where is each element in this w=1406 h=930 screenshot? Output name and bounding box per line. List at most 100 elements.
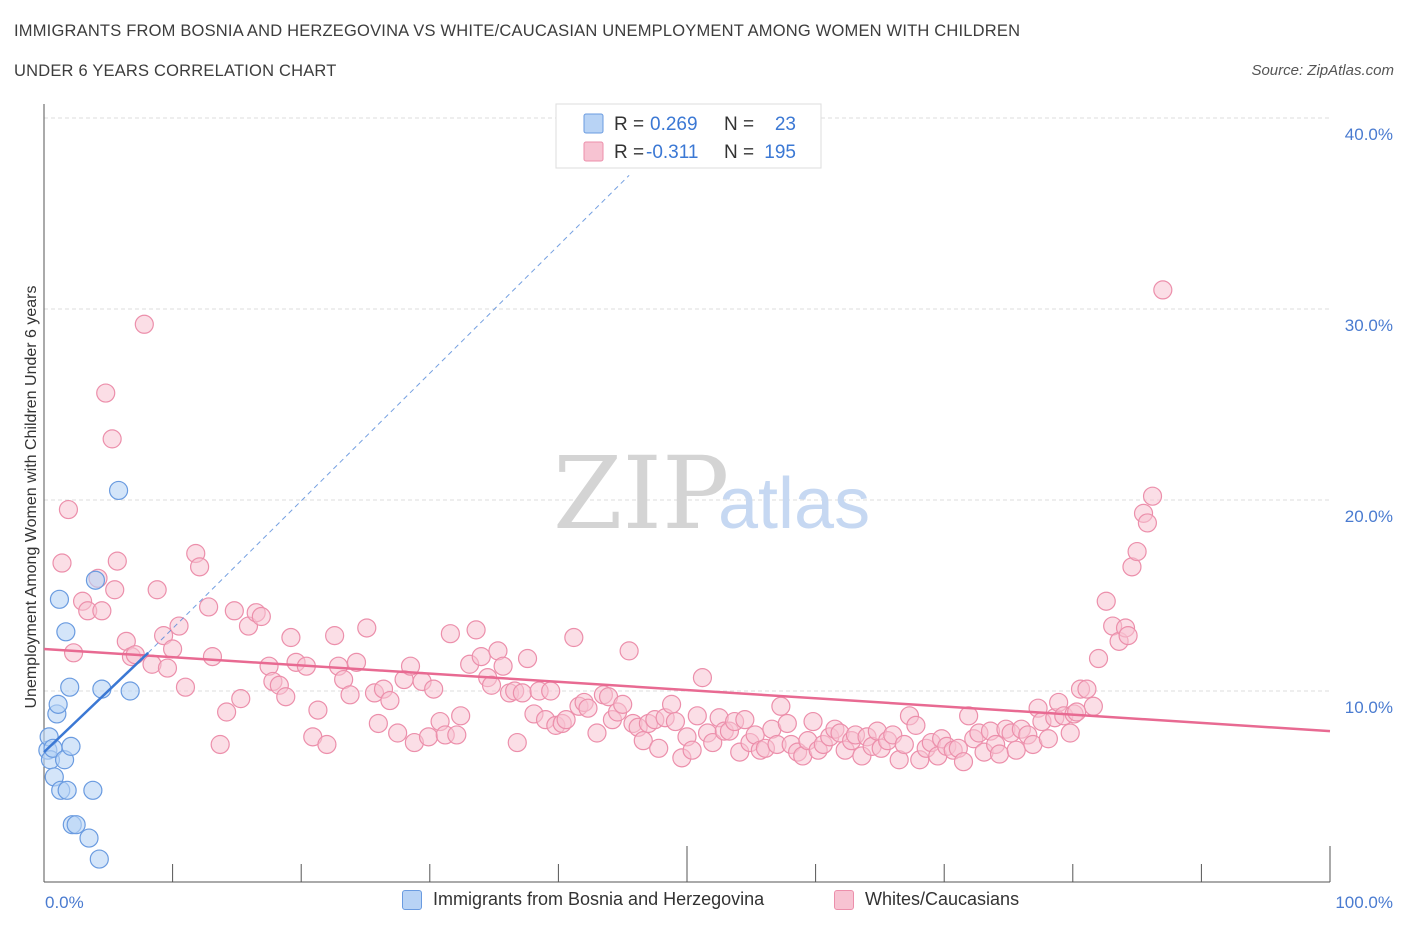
data-point-whites	[1127, 541, 1147, 562]
data-point-whites	[380, 690, 400, 711]
data-point-whites	[224, 601, 244, 621]
data-point-whites	[803, 711, 823, 732]
data-point-whites	[190, 557, 210, 577]
watermark: ZIP atlas	[553, 435, 870, 552]
trend-line-bosnia	[43, 651, 150, 754]
data-point-whites	[578, 698, 598, 718]
x-tick-label: 0.0%	[45, 893, 84, 912]
data-point-whites	[619, 641, 639, 661]
data-point-whites	[175, 677, 196, 697]
data-point-whites	[210, 734, 230, 755]
stats-n-label-1: N =	[724, 114, 754, 135]
stats-r-value-2: -0.311	[646, 142, 698, 163]
legend-label-whites: Whites/Caucasians	[865, 889, 1020, 909]
stats-r-label-2: R =	[614, 142, 644, 163]
data-point-whites	[63, 643, 84, 663]
data-point-whites	[1096, 591, 1116, 611]
legend-label-bosnia: Immigrants from Bosnia and Herzegovina	[433, 889, 765, 909]
legend-item-bosnia: Immigrants from Bosnia and Herzegovina	[402, 889, 764, 910]
chart-title-line-1: IMMIGRANTS FROM BOSNIA AND HERZEGOVINA V…	[14, 22, 1021, 40]
data-point-whites	[1153, 280, 1173, 300]
data-point-whites	[1137, 513, 1157, 533]
data-point-whites	[1088, 648, 1109, 669]
data-point-whites	[735, 710, 755, 730]
data-point-whites	[163, 639, 183, 659]
data-point-whites	[894, 734, 914, 755]
data-point-whites	[541, 681, 561, 701]
data-point-whites	[281, 627, 301, 648]
data-point-whites	[388, 723, 408, 743]
data-point-whites	[1060, 723, 1080, 743]
data-point-whites	[1118, 626, 1138, 646]
data-point-whites	[587, 723, 607, 743]
data-point-whites	[613, 694, 633, 714]
data-point-whites	[507, 732, 527, 753]
data-point-bosnia	[57, 780, 77, 800]
data-point-whites	[368, 713, 388, 734]
stats-box: R = 0.269 N = 23 R = -0.311 N = 195	[555, 103, 822, 169]
data-point-whites	[217, 702, 237, 722]
stats-r-label-1: R =	[614, 114, 644, 135]
data-point-whites	[199, 597, 219, 617]
data-point-whites	[665, 711, 686, 732]
data-point-whites	[1006, 740, 1026, 760]
y-tick-label: 20.0%	[1345, 507, 1393, 526]
data-point-bosnia	[83, 780, 103, 800]
data-point-whites	[308, 700, 328, 720]
data-point-bosnia	[48, 694, 68, 714]
data-point-whites	[251, 606, 271, 627]
stats-n-value-1: 23	[775, 114, 796, 135]
data-point-whites	[102, 429, 122, 449]
data-point-whites	[424, 679, 444, 699]
data-point-whites	[517, 648, 538, 669]
data-point-whites	[317, 734, 337, 755]
data-point-whites	[96, 383, 116, 403]
data-point-whites	[556, 710, 576, 730]
data-point-bosnia	[61, 736, 81, 756]
data-point-whites	[1077, 679, 1097, 699]
data-point-whites	[481, 675, 502, 695]
data-point-bosnia	[56, 622, 76, 642]
data-point-whites	[105, 580, 125, 600]
data-point-whites	[906, 715, 926, 735]
data-point-whites	[692, 668, 713, 688]
data-point-whites	[771, 696, 791, 716]
tick-labels: 10.0% 20.0% 30.0% 40.0% 0.0% 100.0%	[45, 125, 1393, 912]
data-point-whites	[1038, 729, 1058, 749]
data-point-whites	[231, 689, 251, 709]
data-point-whites	[493, 656, 513, 676]
legend-swatch-pink	[834, 889, 854, 910]
data-point-whites	[202, 647, 223, 667]
data-point-whites	[346, 652, 367, 672]
legend-swatch-blue	[402, 889, 422, 910]
trend-lines	[43, 174, 1331, 754]
gridlines	[44, 117, 1330, 692]
y-tick-label: 30.0%	[1345, 316, 1393, 335]
data-point-whites	[357, 618, 377, 638]
trend-line-whites	[43, 647, 1331, 733]
axes	[43, 104, 1331, 883]
data-point-whites	[134, 314, 154, 334]
data-point-whites	[687, 706, 707, 726]
data-point-whites	[147, 580, 167, 600]
data-point-whites	[471, 647, 491, 667]
stats-r-value-1: 0.269	[650, 114, 698, 135]
data-point-whites	[276, 687, 296, 707]
data-point-whites	[157, 658, 178, 678]
data-point-whites	[440, 624, 460, 644]
stats-n-value-2: 195	[764, 142, 796, 163]
data-point-whites	[777, 713, 797, 734]
data-point-whites	[169, 616, 189, 636]
watermark-atlas: atlas	[718, 464, 870, 544]
data-point-bosnia	[79, 828, 99, 848]
data-point-whites	[1067, 702, 1087, 722]
stats-swatch-blue	[583, 113, 604, 134]
data-point-bosnia	[108, 480, 129, 501]
y-tick-label: 40.0%	[1345, 125, 1393, 144]
data-point-whites	[107, 551, 127, 571]
x-tick-label: 100.0%	[1335, 893, 1393, 912]
data-point-whites	[989, 744, 1010, 764]
y-axis-label: Unemployment Among Women with Children U…	[23, 285, 40, 708]
source-note: Source: ZipAtlas.com	[1251, 62, 1394, 79]
data-point-whites	[466, 620, 486, 640]
